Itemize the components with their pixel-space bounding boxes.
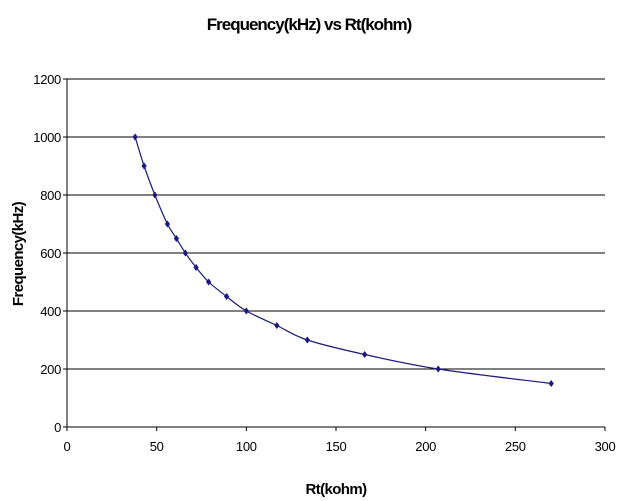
x-tick-label: 150 xyxy=(326,439,347,454)
data-point xyxy=(193,263,199,272)
x-tick-label: 300 xyxy=(595,439,616,454)
x-axis-label: Rt(kohm) xyxy=(305,481,367,498)
data-point xyxy=(435,365,441,373)
data-point xyxy=(205,278,212,286)
chart-title: Frequency(kHz) vs Rt(kohm) xyxy=(207,15,412,34)
data-point xyxy=(548,379,554,388)
y-tick-label: 200 xyxy=(40,362,61,377)
y-tick-label: 1200 xyxy=(33,72,61,87)
data-point xyxy=(132,133,138,141)
data-point xyxy=(141,162,147,170)
axes xyxy=(63,78,606,431)
data-point xyxy=(361,350,368,359)
x-tick-label: 50 xyxy=(150,439,164,454)
gridlines xyxy=(67,78,605,370)
data-point xyxy=(182,249,189,257)
y-axis-label: Frequency(kHz) xyxy=(10,201,27,306)
data-point xyxy=(274,321,280,330)
y-tick-label: 400 xyxy=(40,304,61,319)
data-point xyxy=(173,234,180,243)
y-tick-labels: 0 200 400 600 800 1000 1200 xyxy=(33,72,61,435)
y-tick-label: 1000 xyxy=(33,130,61,145)
x-tick-label: 200 xyxy=(415,439,436,454)
y-tick-label: 800 xyxy=(40,188,61,203)
y-tick-label: 600 xyxy=(40,246,61,261)
data-point xyxy=(152,191,158,199)
data-point xyxy=(223,292,230,301)
x-tick-label: 250 xyxy=(505,439,526,454)
series-group xyxy=(132,133,554,388)
data-point xyxy=(164,220,171,228)
series-line xyxy=(134,136,552,385)
x-tick-labels: 0 50 100 150 200 250 300 xyxy=(64,439,616,454)
x-tick-label: 0 xyxy=(64,439,71,454)
data-point xyxy=(304,336,311,344)
y-tick-label: 0 xyxy=(54,420,61,435)
x-tick-label: 100 xyxy=(236,439,257,454)
data-point xyxy=(243,307,250,315)
